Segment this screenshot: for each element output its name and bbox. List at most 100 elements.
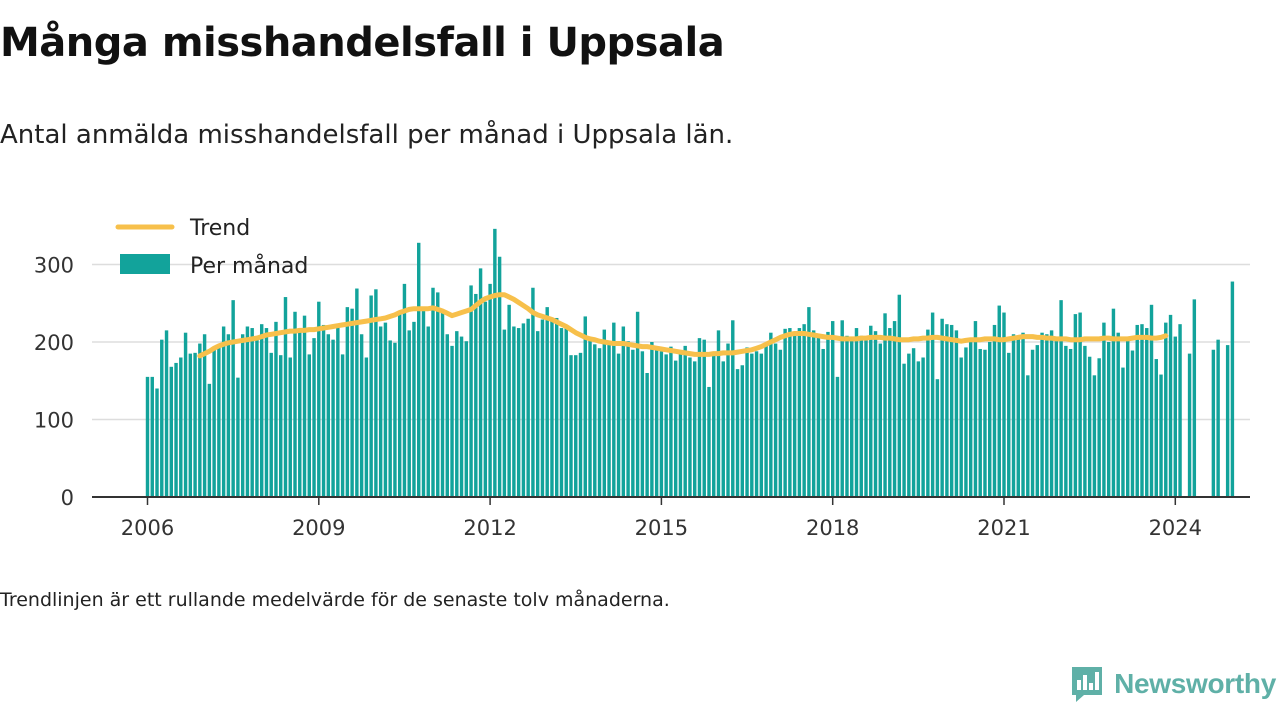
bar — [1049, 330, 1054, 497]
bar — [654, 349, 659, 497]
bar — [212, 348, 216, 497]
chart-footnote: Trendlinjen är ett rullande medelvärde f… — [0, 589, 670, 611]
bar — [811, 330, 816, 497]
bar — [773, 343, 778, 497]
x-tick-label: 2009 — [292, 516, 345, 540]
bar — [293, 311, 297, 497]
bar — [302, 315, 307, 497]
bar — [502, 329, 507, 497]
bar — [255, 338, 259, 497]
bar — [188, 353, 193, 497]
bar — [555, 317, 559, 497]
bar — [1140, 324, 1144, 497]
bar — [1068, 348, 1073, 497]
bar — [202, 334, 207, 497]
bar — [340, 354, 345, 497]
bar — [840, 320, 844, 497]
bar — [669, 346, 673, 497]
y-tick-label: 0 — [61, 486, 74, 510]
bar — [364, 357, 369, 497]
bar — [597, 348, 602, 497]
bar — [259, 324, 264, 497]
bar — [155, 388, 159, 497]
trend-line — [197, 292, 1169, 359]
bar — [264, 328, 269, 497]
bar — [321, 324, 326, 497]
bar — [1102, 322, 1106, 497]
bar — [830, 321, 835, 497]
bar — [1111, 308, 1116, 497]
bar — [697, 338, 702, 497]
bar — [512, 326, 516, 497]
bar — [1121, 367, 1125, 497]
bar — [1168, 314, 1173, 497]
bar — [569, 355, 573, 497]
bar — [497, 256, 502, 497]
bar — [916, 361, 921, 497]
bar — [407, 330, 411, 497]
bar — [1106, 342, 1111, 497]
bar — [983, 349, 987, 497]
bar — [1130, 350, 1135, 497]
bar — [1164, 322, 1168, 497]
bar — [816, 337, 821, 497]
bar — [1064, 345, 1068, 497]
bar — [1135, 324, 1139, 497]
bar — [559, 328, 564, 497]
legend-label-trend: Trend — [189, 216, 250, 241]
chart-subtitle: Antal anmälda misshandelsfall per månad … — [0, 120, 734, 150]
bar — [1178, 324, 1182, 497]
bar — [759, 353, 764, 497]
bar — [612, 322, 616, 497]
bar — [274, 321, 278, 497]
bar — [930, 312, 935, 497]
bar — [1035, 345, 1040, 497]
bar — [621, 326, 626, 497]
bar — [1216, 339, 1220, 497]
bar — [854, 328, 859, 497]
bar — [692, 361, 697, 497]
axes: 0 100 200 300 2006 2009 2012 2015 2018 2021 2024 — [34, 254, 1250, 540]
bar — [788, 328, 792, 497]
bar — [436, 292, 440, 497]
bar — [564, 328, 568, 497]
bar — [283, 297, 288, 497]
chart-area: 0 100 200 300 2006 2009 2012 2015 2018 2021 2024 T… — [34, 216, 1250, 540]
bar — [455, 331, 459, 497]
bar — [469, 285, 473, 497]
bar — [402, 283, 407, 497]
bar — [378, 326, 383, 497]
bar — [1021, 332, 1025, 497]
bar — [1230, 281, 1235, 497]
bar — [1030, 349, 1035, 497]
bar — [769, 332, 773, 497]
bar — [845, 335, 849, 497]
bar — [1059, 300, 1063, 497]
x-tick-label: 2006 — [121, 516, 174, 540]
bar — [1154, 359, 1158, 497]
bar — [902, 363, 906, 497]
bar — [1083, 345, 1087, 497]
bar — [474, 293, 478, 497]
bar — [1011, 334, 1016, 497]
x-tick-label: 2018 — [806, 516, 859, 540]
bar — [488, 283, 492, 497]
bar — [616, 353, 621, 497]
bar — [583, 316, 587, 497]
bar — [1016, 338, 1020, 497]
bar — [483, 301, 488, 497]
bar — [712, 353, 716, 497]
bar — [640, 351, 645, 497]
bar — [240, 334, 245, 497]
bar — [1225, 345, 1230, 497]
bar — [217, 345, 221, 497]
bar — [949, 324, 954, 497]
newsworthy-brand[interactable]: Newsworthy — [1070, 664, 1276, 704]
bar — [1002, 312, 1006, 497]
bar — [298, 328, 302, 497]
bar — [921, 357, 925, 497]
x-tick-label: 2015 — [635, 516, 688, 540]
bar — [507, 304, 511, 497]
bar — [1078, 312, 1082, 497]
bar — [826, 331, 830, 497]
